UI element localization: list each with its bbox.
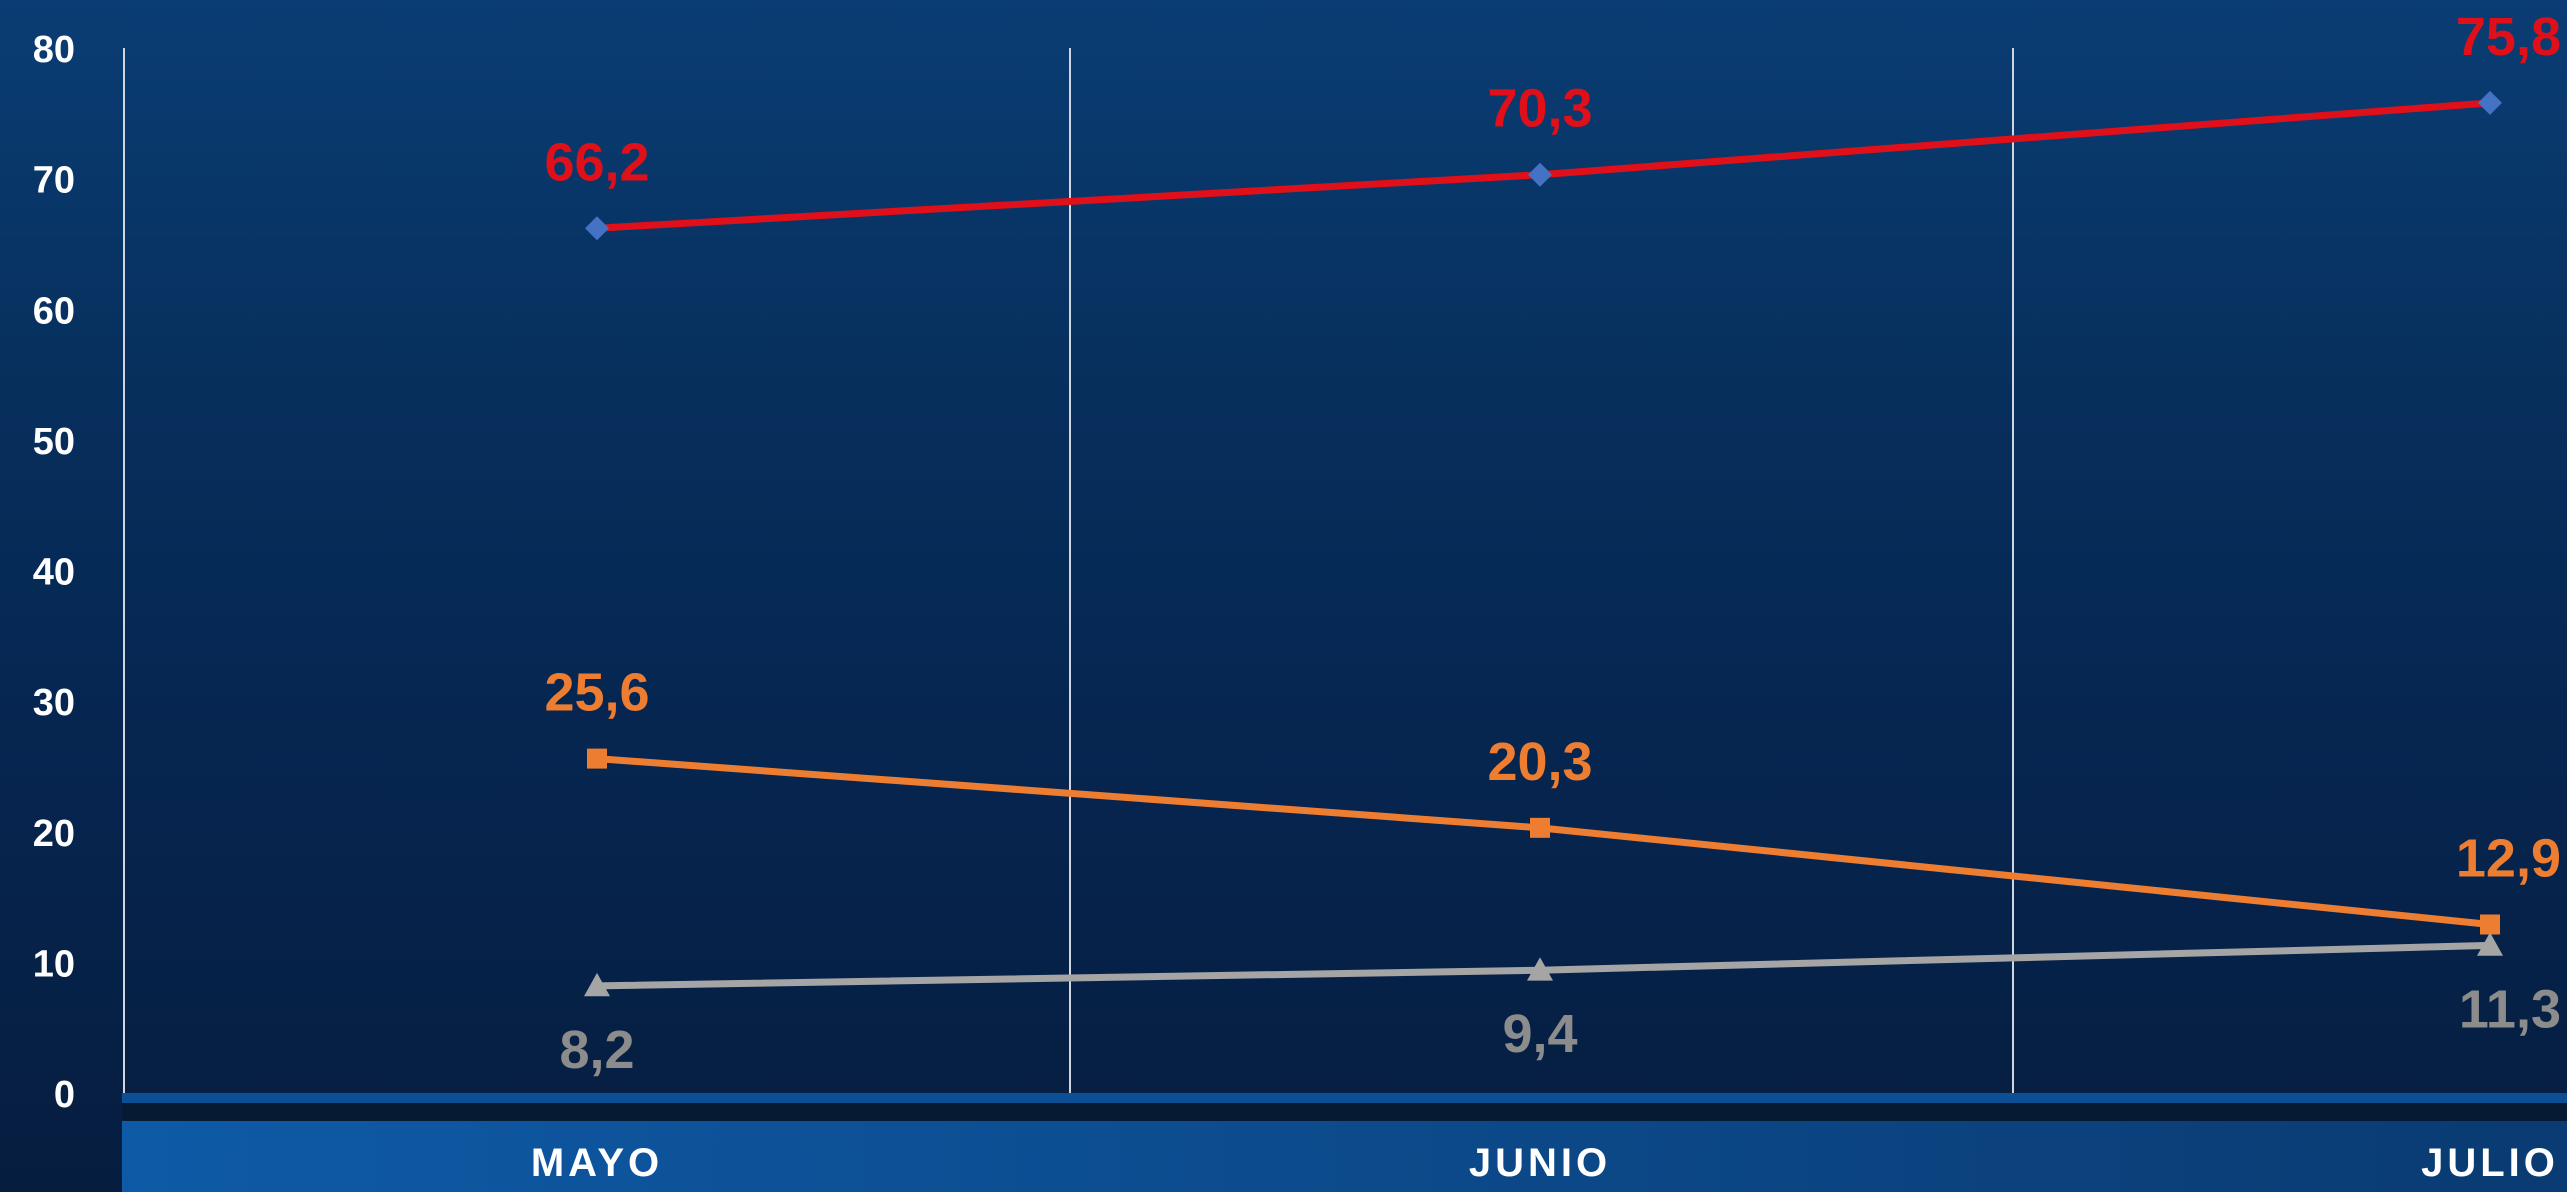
data-point-marker [2477,932,2503,956]
baseline-shadow [122,1103,2567,1121]
data-label: 70,3 [1487,79,1592,139]
y-tick-label: 40 [33,552,75,594]
data-point-marker [1528,162,1552,187]
data-label: 75,8 [2456,7,2561,67]
data-label: 11,3 [2459,979,2561,1039]
data-point-marker [584,972,610,997]
data-label: 20,3 [1487,732,1592,792]
y-tick-label: 30 [33,682,75,724]
y-tick-label: 50 [33,421,75,463]
y-tick-label: 20 [33,813,75,855]
y-tick-label: 70 [33,160,75,202]
y-tick-label: 60 [33,290,75,332]
category-axis-band [122,1120,2567,1192]
data-label: 12,9 [2456,828,2561,888]
data-label: 8,2 [559,1020,634,1080]
y-tick-label: 10 [33,943,75,985]
data-point-marker [2480,914,2500,935]
y-tick-label: 0 [54,1074,75,1116]
data-label: 25,6 [544,663,649,723]
data-point-marker [587,748,607,769]
y-tick-label: 80 [33,29,75,71]
baseline-strip [122,1093,2567,1103]
data-point-marker [1527,957,1553,981]
data-point-marker [1530,817,1550,838]
data-label: 66,2 [544,132,649,192]
data-point-marker [2478,90,2502,115]
x-category-label: MAYO [531,1141,663,1185]
x-category-label: JUNIO [1469,1141,1611,1185]
data-point-marker [585,216,609,241]
data-label: 9,4 [1502,1004,1577,1064]
x-category-label: JULIO [2421,1141,2559,1185]
